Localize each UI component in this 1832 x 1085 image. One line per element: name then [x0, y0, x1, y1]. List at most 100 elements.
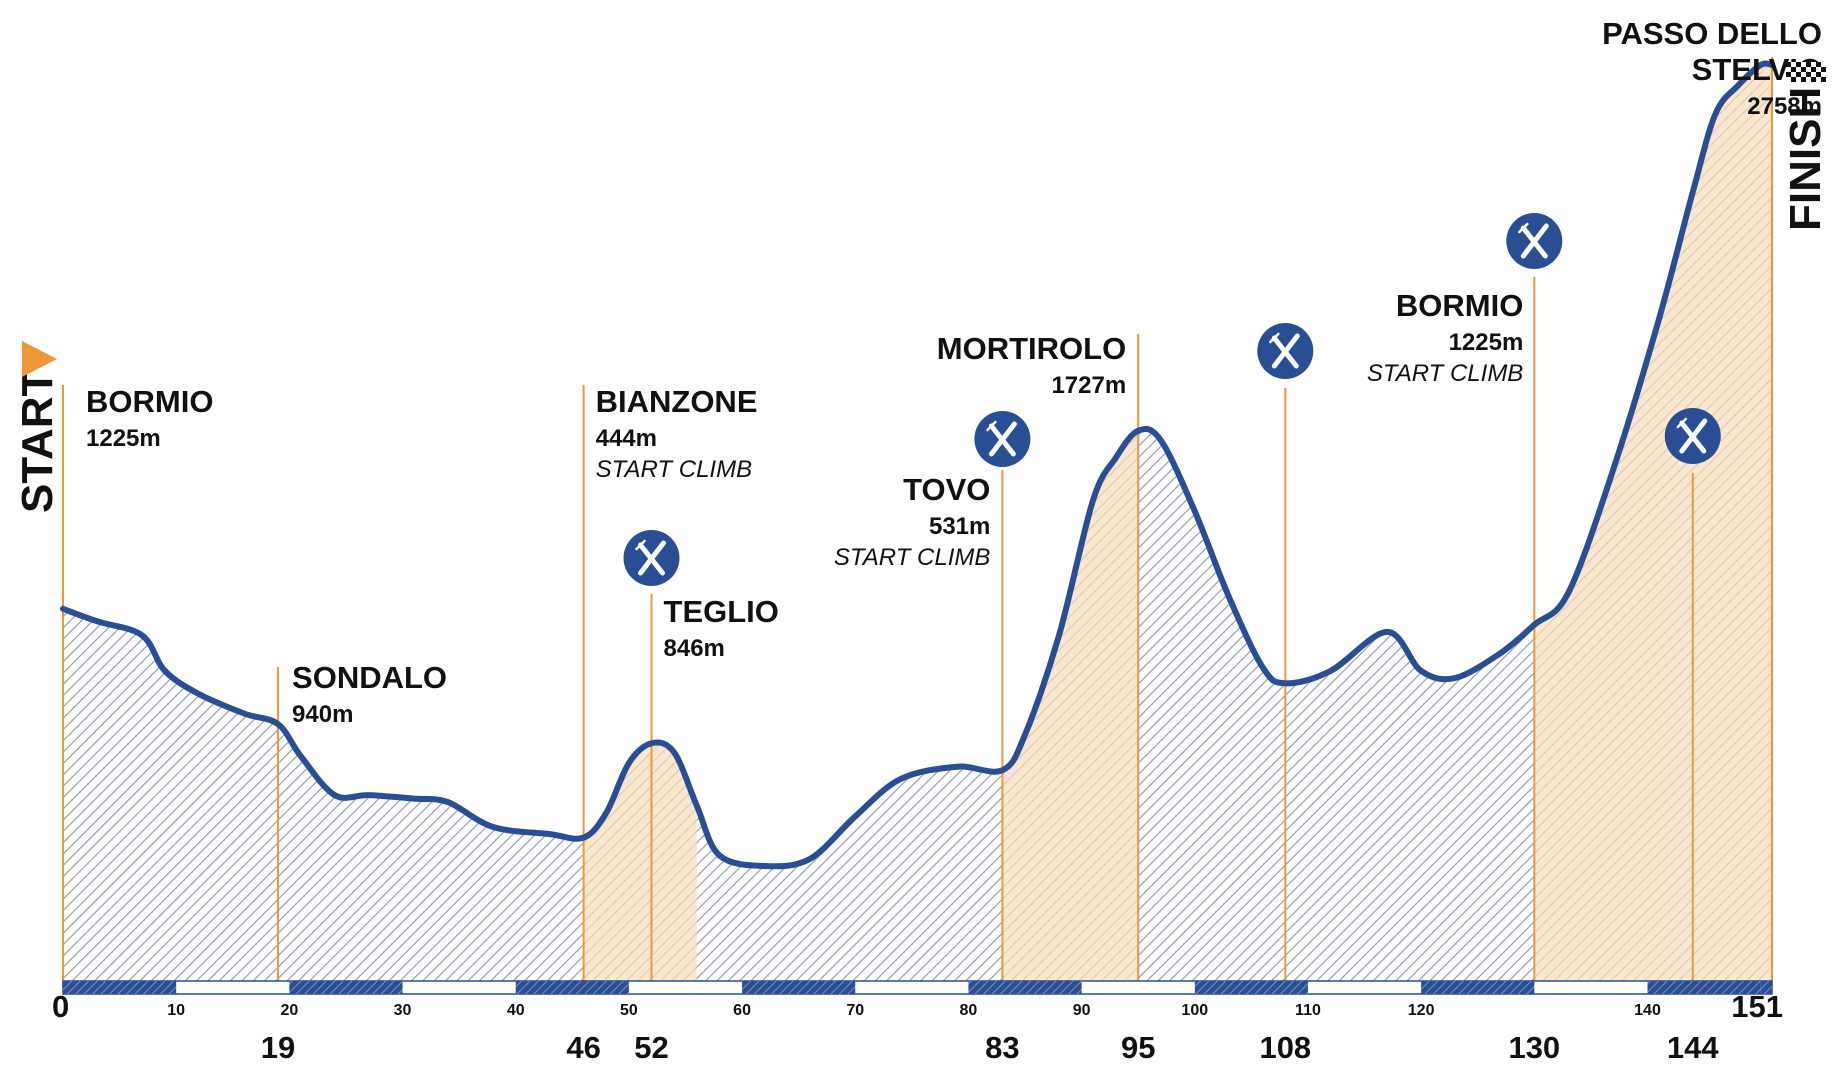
fork-tines — [1269, 332, 1280, 344]
waypoint-label: BORMIO 1225m — [86, 384, 213, 452]
minor-tick-label: 70 — [846, 1002, 864, 1019]
fork-tines — [1676, 417, 1688, 429]
finish-label: FINISH — [1781, 87, 1830, 231]
flag-square — [1801, 62, 1806, 67]
minor-tick-label: 80 — [960, 1002, 978, 1019]
waypoint-name: BORMIO — [86, 384, 213, 419]
flag-square — [1796, 72, 1801, 77]
waypoint-name: TOVO — [903, 472, 990, 507]
flag-square — [1786, 77, 1791, 82]
key-km-label: 95 — [1121, 1030, 1155, 1065]
waypoint-note: START CLIMB — [834, 544, 990, 571]
climb-section-fill — [1002, 63, 1139, 987]
flag-square — [1796, 67, 1801, 72]
minor-tick-label: 40 — [507, 1002, 525, 1019]
start-finish-labels: START FINISH — [13, 62, 1830, 513]
climb-section-fill — [1534, 63, 1772, 987]
key-km-label: 52 — [634, 1030, 668, 1065]
scale-bar-segment — [1194, 981, 1308, 994]
key-km-label: 46 — [566, 1030, 600, 1065]
minor-tick-label: 100 — [1181, 1002, 1208, 1019]
knife-shape — [1679, 418, 1708, 454]
waypoint-elevation: 846m — [664, 635, 725, 662]
minor-tick-label: 60 — [733, 1002, 751, 1019]
flag-square — [1796, 62, 1801, 67]
waypoint-label: MORTIROLO 1727m — [937, 331, 1126, 399]
waypoint-elevation: 1225m — [1449, 329, 1524, 356]
distance-tick-labels: 10 20 30 40 50 60 70 80 90 100 110 120 140 0 19 46 52 83 9… — [52, 989, 1783, 1065]
flag-square — [1786, 67, 1791, 72]
key-km-label: 130 — [1508, 1030, 1560, 1065]
fork-knife-icon — [1257, 323, 1314, 379]
key-km-label: 144 — [1667, 1030, 1719, 1065]
minor-tick-label: 10 — [167, 1002, 185, 1019]
key-km-label: 0 — [52, 989, 69, 1024]
key-km-label: 151 — [1731, 989, 1783, 1024]
scale-bar-segment — [515, 981, 629, 994]
flag-square — [1791, 77, 1796, 82]
key-km-label: 108 — [1259, 1030, 1311, 1065]
waypoint-label: TOVO 531m START CLIMB — [834, 472, 990, 571]
waypoint-labels: BORMIO 1225m SONDALO 940m BIANZONE 444m START … — [86, 16, 1822, 728]
minor-tick-label: 20 — [280, 1002, 298, 1019]
scale-bar-segment — [1647, 981, 1761, 994]
knife-shape — [1520, 223, 1549, 259]
flag-square — [1816, 62, 1821, 67]
distance-scale-bar — [62, 980, 1773, 995]
flag-square — [1791, 62, 1796, 67]
flag-square — [1816, 67, 1821, 72]
waypoint-name: PASSO DELLO — [1602, 16, 1822, 51]
waypoint-label: TEGLIO 846m — [664, 594, 779, 662]
start-label: START — [13, 369, 62, 513]
waypoint-name: BIANZONE — [596, 384, 758, 419]
flag-square — [1806, 77, 1811, 82]
flag-square — [1811, 77, 1816, 82]
fork-knife-icon — [974, 411, 1031, 467]
waypoint-name: TEGLIO — [664, 594, 779, 629]
scale-bar-segment — [968, 981, 1082, 994]
scale-bar-segment — [742, 981, 856, 994]
waypoint-elevation: 531m — [929, 513, 990, 540]
flag-square — [1821, 62, 1826, 67]
checkered-flag-icon — [1786, 62, 1826, 82]
waypoint-note: START CLIMB — [596, 456, 752, 483]
waypoint-name: SONDALO — [292, 660, 447, 695]
feed-station-icons — [623, 213, 1721, 586]
waypoint-name: BORMIO — [1396, 288, 1523, 323]
scale-bar-segment — [63, 981, 177, 994]
minor-tick-label: 50 — [620, 1002, 638, 1019]
flag-square — [1811, 72, 1816, 77]
knife-shape — [988, 421, 1017, 457]
fork-tines — [1518, 222, 1529, 234]
minor-tick-label: 120 — [1408, 1002, 1435, 1019]
flag-square — [1811, 62, 1816, 67]
flag-square — [1821, 77, 1826, 82]
flag-square — [1821, 67, 1826, 72]
waypoint-label: SONDALO 940m — [292, 660, 447, 728]
flag-square — [1801, 67, 1806, 72]
waypoint-note: START CLIMB — [1367, 360, 1523, 387]
key-km-label: 19 — [261, 1030, 295, 1065]
waypoint-name: MORTIROLO — [937, 331, 1126, 366]
scale-bar-segment — [289, 981, 403, 994]
waypoint-elevation: 1225m — [86, 425, 161, 452]
waypoint-label: BIANZONE 444m START CLIMB — [596, 384, 758, 483]
fork-tines — [635, 539, 646, 551]
flag-square — [1786, 62, 1791, 67]
flag-square — [1816, 72, 1821, 77]
flag-square — [1801, 77, 1806, 82]
fork-knife-icon — [623, 530, 680, 586]
minor-tick-label: 90 — [1073, 1002, 1091, 1019]
waypoint-markers — [62, 57, 1773, 987]
minor-tick-label: 30 — [394, 1002, 412, 1019]
flag-square — [1821, 72, 1826, 77]
waypoint-elevation: 444m — [596, 425, 657, 452]
waypoint-elevation: 940m — [292, 701, 353, 728]
flag-square — [1801, 72, 1806, 77]
flag-square — [1791, 72, 1796, 77]
knife-shape — [638, 540, 666, 576]
flag-square — [1786, 72, 1791, 77]
flag-square — [1796, 77, 1801, 82]
